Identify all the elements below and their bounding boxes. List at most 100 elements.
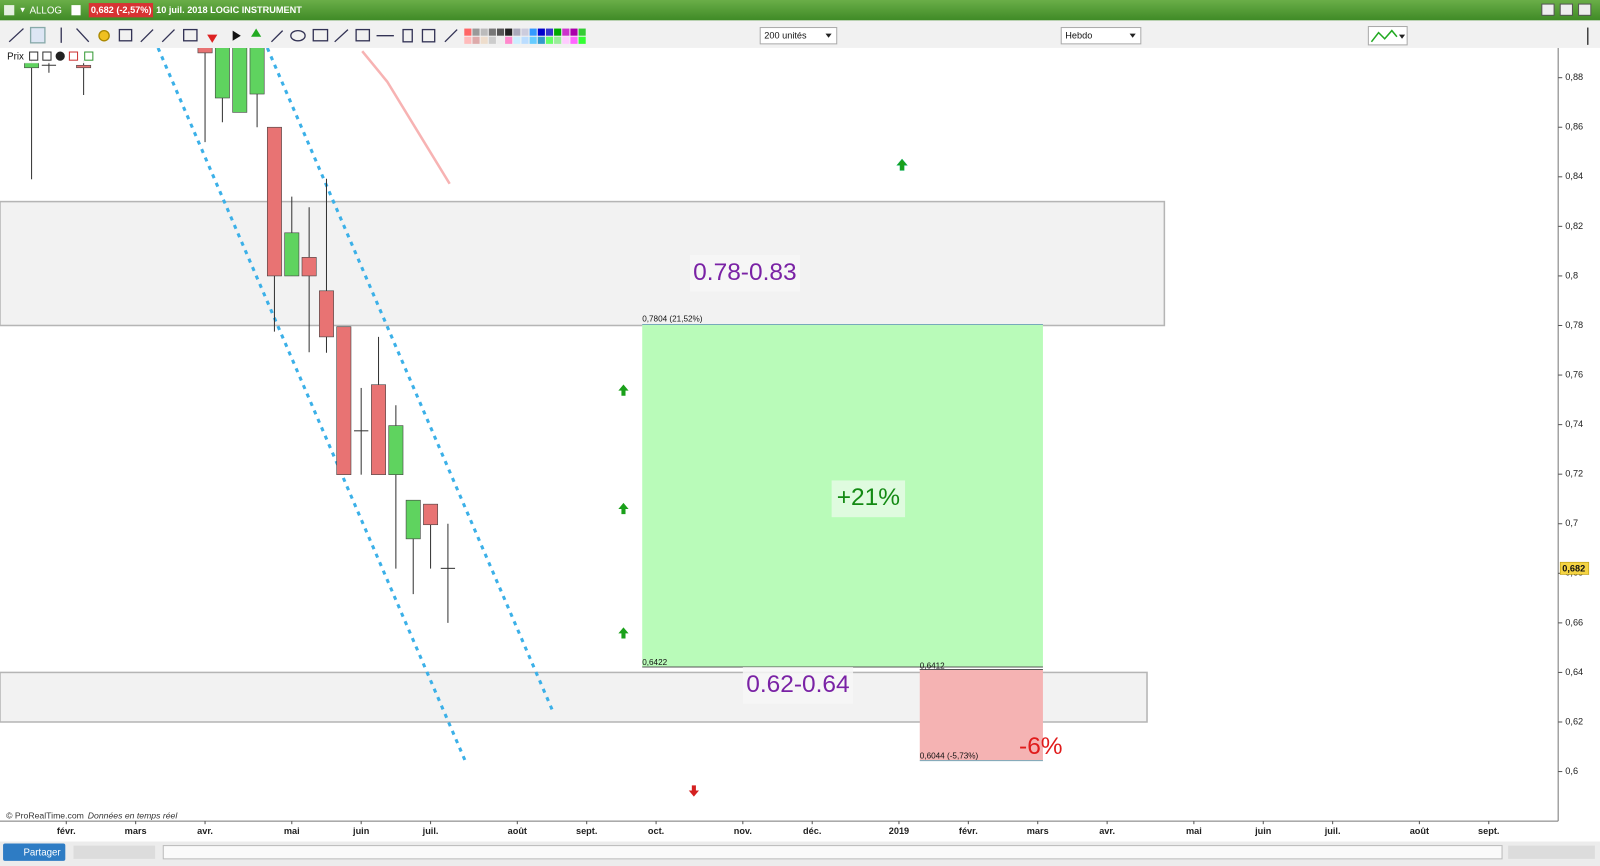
window-button[interactable] <box>1578 3 1592 16</box>
swatch[interactable] <box>554 28 562 36</box>
zone-label-box <box>742 667 854 704</box>
swatch[interactable] <box>480 28 488 36</box>
support-zone <box>0 200 1166 327</box>
tool-trend2[interactable] <box>161 29 175 43</box>
swatch[interactable] <box>529 28 537 36</box>
x-tick-label: mars <box>1027 826 1049 836</box>
symbol[interactable]: ALLOG <box>30 5 62 16</box>
x-tick-label: févr. <box>57 826 76 836</box>
tool-label[interactable] <box>421 28 436 43</box>
zone-label: 0.78-0.83 <box>693 259 796 286</box>
window-button[interactable] <box>1559 3 1573 16</box>
tool-text[interactable] <box>312 28 329 42</box>
swatch[interactable] <box>488 36 496 44</box>
swatch[interactable] <box>562 36 570 44</box>
tool-box[interactable] <box>183 28 198 42</box>
panel-close[interactable] <box>55 51 65 61</box>
panel-button[interactable] <box>68 51 79 61</box>
swatch[interactable] <box>480 36 488 44</box>
swatch[interactable] <box>537 28 545 36</box>
info-icon[interactable] <box>71 5 81 16</box>
tool-rect[interactable] <box>355 28 371 42</box>
swatch[interactable] <box>464 28 472 36</box>
app-icon <box>4 5 15 16</box>
share-button[interactable] <box>3 843 66 861</box>
tool-ellipse[interactable] <box>290 29 306 42</box>
candle-body <box>405 499 421 540</box>
panel-button[interactable] <box>29 51 39 61</box>
zoom-tools[interactable] <box>1508 845 1595 859</box>
panel-button[interactable] <box>42 51 52 61</box>
candle-body <box>232 47 248 113</box>
buy-arrow <box>618 627 629 639</box>
y-tick-label: 0,62 <box>1565 716 1583 726</box>
x-tick-label: avr. <box>197 826 213 836</box>
y-tick-label: 0,6 <box>1565 766 1578 776</box>
swatch[interactable] <box>545 36 554 44</box>
swatch[interactable] <box>529 36 537 44</box>
swatch[interactable] <box>464 36 472 44</box>
quote: 0,682 (-2,57%) <box>91 5 152 15</box>
tool-up-arrow[interactable] <box>251 28 262 37</box>
units: 200 unités <box>764 31 807 41</box>
y-tick-label: 0,84 <box>1565 171 1583 181</box>
x-tick-label: oct. <box>648 826 664 836</box>
tool-ray[interactable] <box>270 30 284 43</box>
tool-down-arrow[interactable] <box>207 34 218 43</box>
candle-body <box>301 257 317 277</box>
tool-delete[interactable] <box>402 28 413 43</box>
tool-line[interactable] <box>8 28 24 43</box>
swatch[interactable] <box>554 36 562 44</box>
risk-area <box>919 669 1043 761</box>
swatch[interactable] <box>521 36 529 44</box>
risk-from-label: 0,6412 <box>920 662 945 671</box>
share-label: Partager <box>23 847 61 858</box>
swatch[interactable] <box>513 28 521 36</box>
swatch[interactable] <box>472 36 480 44</box>
swatch[interactable] <box>472 28 480 36</box>
swatch[interactable] <box>505 28 513 36</box>
quote-box <box>88 3 154 18</box>
y-tick-label: 0,66 <box>1565 617 1583 627</box>
signal-arrows <box>618 158 908 797</box>
swatch[interactable] <box>496 36 505 44</box>
reward-text: +21% <box>837 484 900 511</box>
swatch[interactable] <box>578 28 586 36</box>
swatch[interactable] <box>521 28 529 36</box>
scrollbar[interactable] <box>162 845 1503 860</box>
buy-arrow <box>618 384 629 396</box>
x-tick-label: mai <box>284 826 300 836</box>
period-dropdown[interactable] <box>1060 27 1142 45</box>
tool-pitchfork[interactable] <box>334 29 349 43</box>
swatch[interactable] <box>570 28 578 36</box>
swatch[interactable] <box>562 28 570 36</box>
panel-button[interactable] <box>84 51 94 61</box>
swatch[interactable] <box>505 36 513 44</box>
tool-fib[interactable] <box>76 28 90 43</box>
tool-channel[interactable] <box>118 28 133 42</box>
candle-body <box>371 384 386 475</box>
tool-measure[interactable] <box>444 29 458 43</box>
last-price-label: 0,682 <box>1562 563 1585 573</box>
bottom-tools[interactable] <box>73 845 156 859</box>
x-tick-label: déc. <box>803 826 821 836</box>
reward-to-label: 0,7804 (21,52%) <box>642 315 703 324</box>
channel-line <box>156 47 468 764</box>
swatch[interactable] <box>513 36 521 44</box>
window-button[interactable] <box>1541 3 1555 16</box>
tool-right-arrow[interactable] <box>232 30 241 41</box>
y-tick-label: 0,64 <box>1565 667 1583 677</box>
swatch[interactable] <box>578 36 586 44</box>
tool-trend[interactable] <box>140 29 154 43</box>
swatch[interactable] <box>545 28 554 36</box>
tool-select[interactable] <box>29 26 46 44</box>
buy-arrow <box>618 502 629 515</box>
y-axis-area <box>1558 47 1600 842</box>
units-dropdown[interactable] <box>759 27 838 45</box>
swatch[interactable] <box>488 28 496 36</box>
swatch[interactable] <box>537 36 545 44</box>
swatch[interactable] <box>496 28 505 36</box>
swatch[interactable] <box>570 36 578 44</box>
tool-alert[interactable] <box>98 29 110 42</box>
